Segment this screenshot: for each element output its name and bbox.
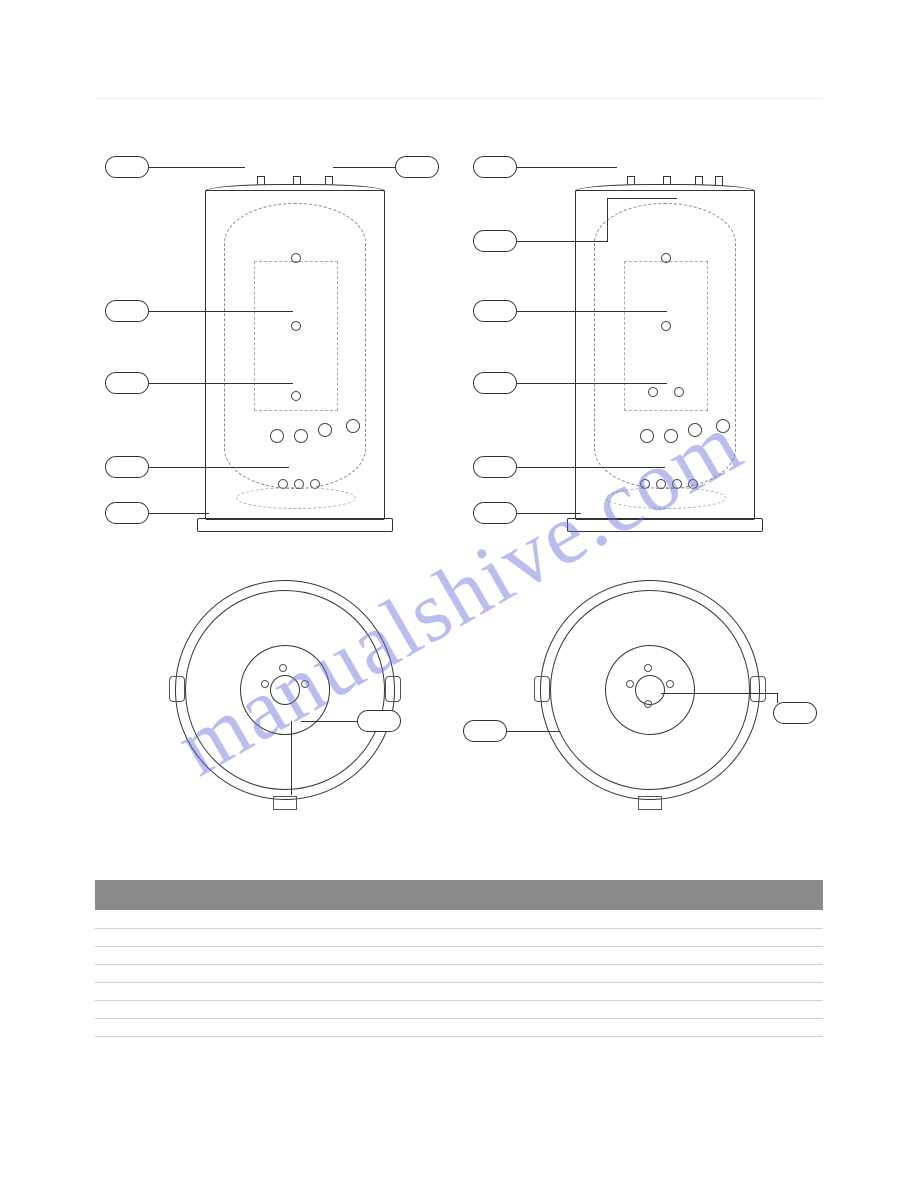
table-row xyxy=(95,1018,823,1036)
leader-line xyxy=(507,731,559,732)
port-icon xyxy=(346,419,360,433)
tank-top-view-left xyxy=(175,580,395,800)
page: manualshive.com xyxy=(0,0,918,1188)
callout-bubble xyxy=(105,502,149,524)
tank-jacket xyxy=(205,190,385,520)
cell-item xyxy=(95,910,165,928)
callout-bubble xyxy=(105,372,149,394)
port-icon xyxy=(716,419,730,433)
table-header-item xyxy=(95,880,165,910)
callout-bubble xyxy=(473,502,517,524)
leader-line xyxy=(149,311,293,312)
port-icon xyxy=(661,321,671,331)
cell-desc xyxy=(165,1018,823,1036)
tank-jacket xyxy=(575,190,755,520)
table-row xyxy=(95,1000,823,1018)
port-icon xyxy=(291,391,301,401)
callout-bubble xyxy=(473,156,517,178)
cell-item xyxy=(95,928,165,946)
leader-line xyxy=(517,241,607,242)
cell-desc xyxy=(165,982,823,1000)
callout-bubble xyxy=(473,300,517,322)
table-header-desc xyxy=(165,880,823,910)
leader-line xyxy=(607,198,608,242)
callout-bubble xyxy=(105,156,149,178)
leader-line xyxy=(333,167,395,168)
header-area xyxy=(95,60,823,100)
cell-desc xyxy=(165,928,823,946)
leader-line xyxy=(149,383,293,384)
leader-line xyxy=(661,693,777,694)
table-row xyxy=(95,928,823,946)
callout-bubble xyxy=(473,456,517,478)
leader-line xyxy=(517,513,581,514)
cell-item xyxy=(95,1000,165,1018)
tank-base xyxy=(567,518,763,532)
port-icon xyxy=(318,423,332,437)
port-icon xyxy=(270,429,284,443)
port-icon xyxy=(640,429,654,443)
table-body xyxy=(95,910,823,1036)
callout-bubble xyxy=(773,702,817,724)
callout-bubble xyxy=(105,300,149,322)
cell-item xyxy=(95,982,165,1000)
cell-desc xyxy=(165,1000,823,1018)
port-icon xyxy=(648,387,658,397)
diagram-panel xyxy=(95,150,823,850)
leader-line xyxy=(149,467,289,468)
table-row xyxy=(95,910,823,928)
cell-desc xyxy=(165,946,823,964)
port-icon xyxy=(291,253,301,263)
tank-coil-outline xyxy=(254,261,338,411)
leader-line xyxy=(607,198,677,199)
leader-line xyxy=(517,467,665,468)
cell-item xyxy=(95,1018,165,1036)
callout-bubble xyxy=(105,456,149,478)
callout-bubble xyxy=(473,372,517,394)
port-icon xyxy=(291,321,301,331)
leader-line xyxy=(517,311,667,312)
table-header xyxy=(95,880,823,910)
cell-desc xyxy=(165,964,823,982)
tank-bottom-dish xyxy=(236,487,356,509)
leader-line xyxy=(149,513,209,514)
port-icon xyxy=(294,429,308,443)
leader-line xyxy=(777,693,778,703)
port-icon xyxy=(674,387,684,397)
callout-bubble xyxy=(357,710,401,732)
leader-line xyxy=(301,721,357,722)
leader-line xyxy=(291,721,292,795)
nameplate-icon xyxy=(638,796,662,810)
port-icon xyxy=(688,423,702,437)
leader-line xyxy=(517,383,667,384)
table-row xyxy=(95,964,823,982)
leader-line xyxy=(149,167,245,168)
callout-bubble xyxy=(395,156,439,178)
tank-bottom-dish xyxy=(606,487,726,509)
table-row xyxy=(95,982,823,1000)
callout-bubble xyxy=(463,720,507,742)
callout-bubble xyxy=(473,230,517,252)
port-icon xyxy=(664,429,678,443)
nameplate-icon xyxy=(273,796,297,810)
tank-coil-outline xyxy=(624,261,708,411)
cell-item xyxy=(95,964,165,982)
cell-desc xyxy=(165,910,823,928)
parts-table xyxy=(95,880,823,1037)
table-row xyxy=(95,946,823,964)
tank-base xyxy=(197,518,393,532)
port-icon xyxy=(661,253,671,263)
cell-item xyxy=(95,946,165,964)
tank-top-view-right xyxy=(540,580,760,800)
leader-line xyxy=(517,167,617,168)
